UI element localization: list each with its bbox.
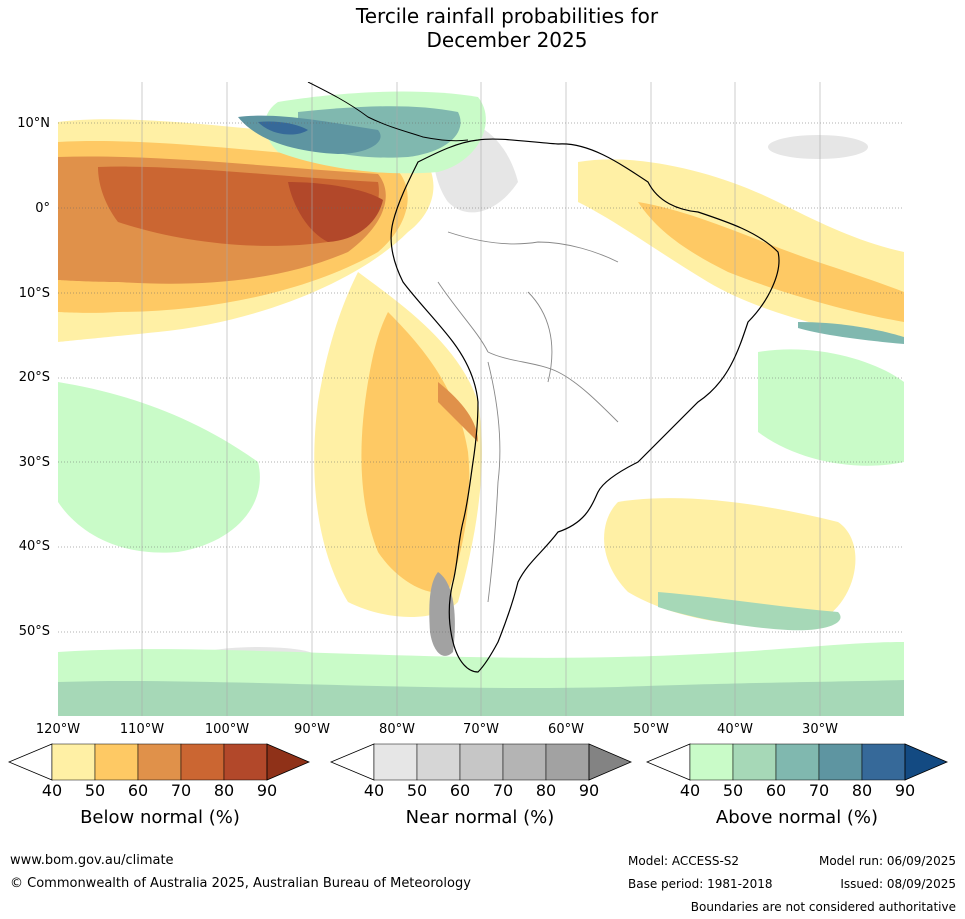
- colorbar-below-normal: [8, 743, 310, 781]
- lat-label-10n: 10°N: [17, 116, 50, 131]
- colorbar-near-high-arrow: [588, 743, 632, 781]
- colorbar-near-segment-3: [459, 743, 504, 781]
- lat-label-40s: 40°S: [18, 539, 50, 554]
- probability-map-svg: [58, 82, 904, 716]
- lon-label-50w: 50°W: [633, 722, 669, 737]
- near-normal-region-patagonia: [429, 572, 455, 656]
- above-normal-region-atlantic-east: [758, 349, 904, 466]
- below-normal-region-chile-50: [361, 312, 470, 593]
- colorbar-below-tick-60: 60: [127, 781, 149, 800]
- colorbar-below-low-arrow: [8, 743, 53, 781]
- colorbar-below-tick-70: 70: [170, 781, 192, 800]
- colorbar-above-title: Above normal (%): [715, 807, 879, 828]
- lat-label-30s: 30°S: [18, 455, 50, 470]
- colorbar-below-segment-4: [180, 743, 225, 781]
- near-normal-region-east: [768, 135, 868, 159]
- colorbar-above-tick-50: 50: [722, 781, 744, 800]
- colorbar-above-normal: [646, 743, 948, 781]
- footer-disclaimer: Boundaries are not considered authoritat…: [690, 900, 956, 914]
- colorbar-above-tick-90: 90: [894, 781, 916, 800]
- colorbar-near-segment-1: [373, 743, 418, 781]
- colorbar-above-low-arrow: [646, 743, 691, 781]
- footer-website: www.bom.gov.au/climate: [10, 853, 174, 868]
- central-america-coastline: [307, 82, 469, 142]
- colorbar-near-low-arrow: [330, 743, 375, 781]
- footer-issued: Issued: 08/09/2025: [840, 877, 956, 891]
- lat-label-0: 0°: [35, 201, 50, 216]
- colorbar-above-tick-70: 70: [808, 781, 830, 800]
- colorbar-near-tick-90: 90: [578, 781, 600, 800]
- colorbar-above-segment-4: [818, 743, 863, 781]
- colorbar-above-segment-3: [775, 743, 820, 781]
- colorbar-above-tick-60: 60: [765, 781, 787, 800]
- colorbar-above-segment-1: [689, 743, 734, 781]
- colorbar-below-title: Below normal (%): [80, 807, 240, 828]
- footer-copyright: © Commonwealth of Australia 2025, Austra…: [10, 876, 471, 891]
- colorbar-above-tick-80: 80: [851, 781, 873, 800]
- forecast-map: [58, 82, 904, 716]
- below-normal-region-chile-60: [438, 382, 478, 442]
- above-normal-region-south-atlantic: [658, 592, 841, 631]
- colorbar-below-tick-40: 40: [41, 781, 63, 800]
- colorbar-near-normal: [330, 743, 632, 781]
- lon-label-60w: 60°W: [548, 722, 584, 737]
- colorbar-above-segment-2: [732, 743, 777, 781]
- south-america-coastline: [390, 138, 780, 673]
- colorbar-below-segment-5: [223, 743, 268, 781]
- footer-base-period: Base period: 1981-2018: [628, 877, 773, 891]
- lon-label-100w: 100°W: [204, 722, 250, 737]
- colorbar-above-tick-40: 40: [679, 781, 701, 800]
- colorbar-below-segment-2: [94, 743, 139, 781]
- colorbar-near-title: Near normal (%): [405, 807, 555, 828]
- footer-model-run: Model run: 06/09/2025: [818, 854, 956, 868]
- lon-label-90w: 90°W: [294, 722, 330, 737]
- colorbar-near-segment-2: [416, 743, 461, 781]
- colorbar-below-tick-90: 90: [256, 781, 278, 800]
- colorbar-near-segment-5: [545, 743, 590, 781]
- lon-label-80w: 80°W: [379, 722, 415, 737]
- lat-label-20s: 20°S: [18, 370, 50, 385]
- colorbar-near-tick-60: 60: [449, 781, 471, 800]
- colorbar-below-high-arrow: [266, 743, 310, 781]
- above-normal-region-atlantic-band: [798, 322, 904, 344]
- lon-label-40w: 40°W: [717, 722, 753, 737]
- colorbar-below-tick-80: 80: [213, 781, 235, 800]
- lat-label-10s: 10°S: [18, 286, 50, 301]
- footer-model: Model: ACCESS-S2: [628, 854, 740, 868]
- country-borders: [437, 231, 619, 603]
- above-normal-region-south-pacific: [58, 382, 260, 553]
- title-line-2: December 2025: [426, 28, 588, 52]
- below-normal-region-brazil-50: [638, 202, 904, 322]
- map-title: Tercile rainfall probabilities for Decem…: [0, 4, 965, 52]
- colorbar-above-high-arrow: [904, 743, 948, 781]
- lat-label-50s: 50°S: [18, 624, 50, 639]
- colorbar-near-segment-4: [502, 743, 547, 781]
- colorbar-below-segment-3: [137, 743, 182, 781]
- colorbar-near-tick-50: 50: [406, 781, 428, 800]
- lon-label-120w: 120°W: [35, 722, 81, 737]
- lon-label-30w: 30°W: [802, 722, 838, 737]
- colorbar-near-tick-80: 80: [535, 781, 557, 800]
- title-line-1: Tercile rainfall probabilities for: [355, 4, 659, 28]
- colorbar-near-tick-40: 40: [363, 781, 385, 800]
- meridians: [141, 82, 821, 716]
- colorbar-below-tick-50: 50: [84, 781, 106, 800]
- lon-label-70w: 70°W: [463, 722, 499, 737]
- lon-label-110w: 110°W: [119, 722, 165, 737]
- above-normal-region-caribbean-80: [258, 121, 308, 135]
- colorbar-near-tick-70: 70: [492, 781, 514, 800]
- colorbar-below-segment-1: [51, 743, 96, 781]
- colorbar-above-segment-5: [861, 743, 906, 781]
